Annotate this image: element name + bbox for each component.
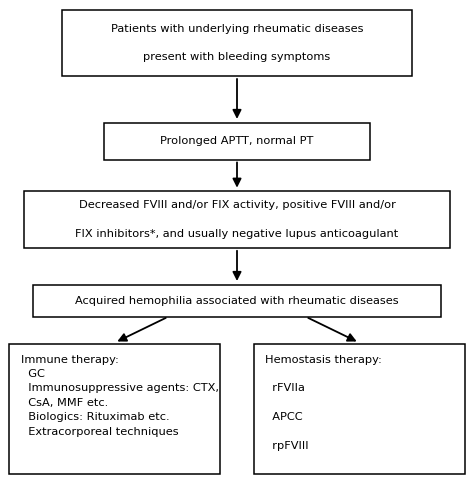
FancyBboxPatch shape bbox=[24, 191, 450, 248]
FancyBboxPatch shape bbox=[254, 344, 465, 474]
Text: Decreased FVIII and/or FIX activity, positive FVIII and/or

FIX inhibitors*, and: Decreased FVIII and/or FIX activity, pos… bbox=[75, 200, 399, 239]
Text: Patients with underlying rheumatic diseases

present with bleeding symptoms: Patients with underlying rheumatic disea… bbox=[111, 24, 363, 62]
Text: Hemostasis therapy:

  rFVIIa

  APCC

  rpFVIII: Hemostasis therapy: rFVIIa APCC rpFVIII bbox=[265, 355, 383, 451]
FancyBboxPatch shape bbox=[104, 123, 370, 160]
FancyBboxPatch shape bbox=[33, 285, 441, 317]
Text: Acquired hemophilia associated with rheumatic diseases: Acquired hemophilia associated with rheu… bbox=[75, 296, 399, 306]
Text: Immune therapy:
  GC
  Immunosuppressive agents: CTX,
  CsA, MMF etc.
  Biologic: Immune therapy: GC Immunosuppressive age… bbox=[21, 355, 219, 436]
FancyBboxPatch shape bbox=[62, 10, 412, 76]
Text: Prolonged APTT, normal PT: Prolonged APTT, normal PT bbox=[160, 136, 314, 146]
FancyBboxPatch shape bbox=[9, 344, 220, 474]
